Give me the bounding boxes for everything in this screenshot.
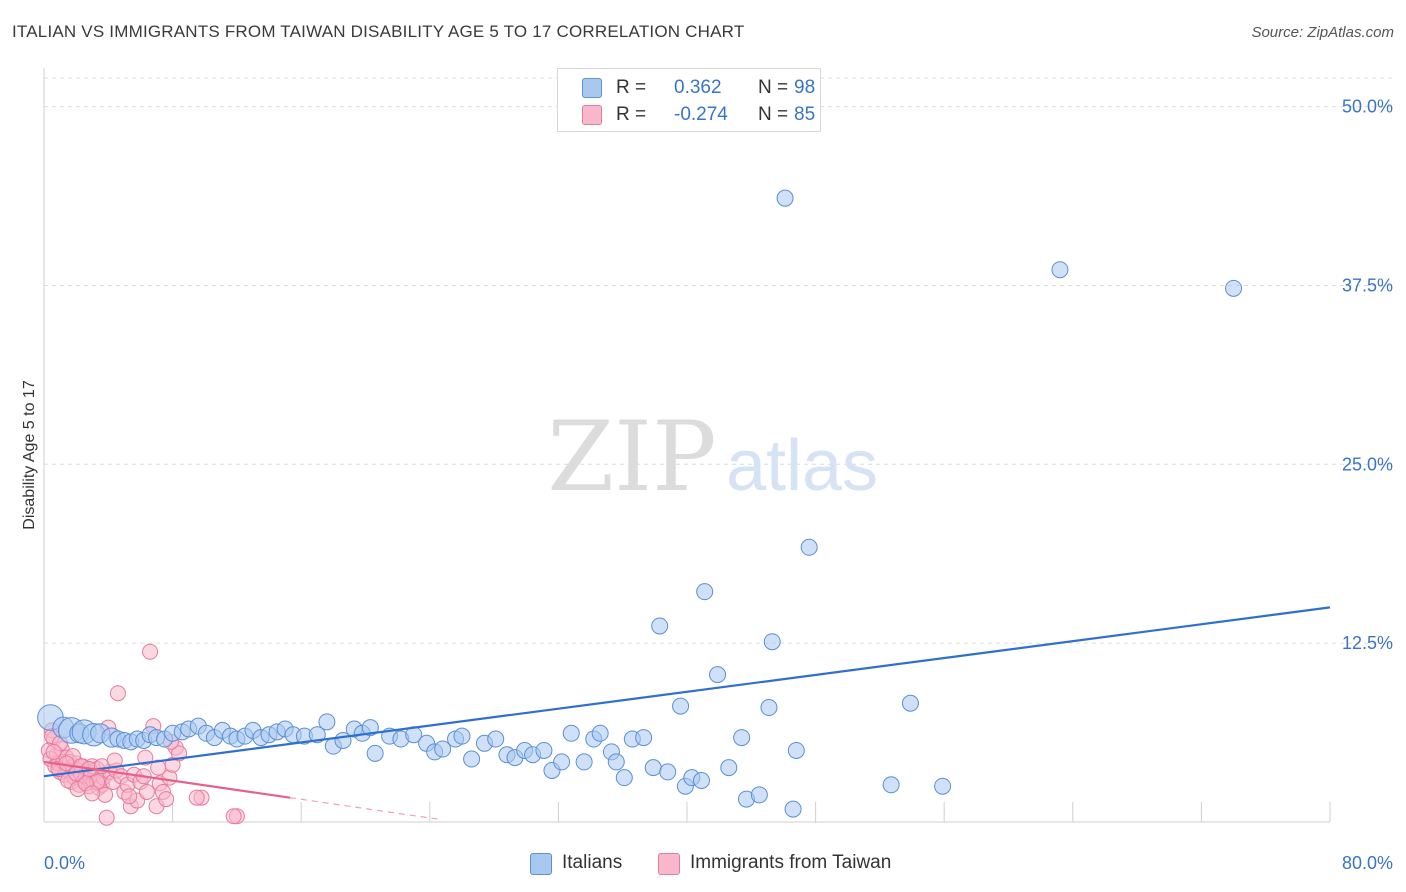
italians-swatch xyxy=(582,78,602,98)
italian-point xyxy=(361,719,379,737)
n-label: N = xyxy=(758,77,789,98)
italian-point xyxy=(562,724,580,742)
tick-labels: 12.5% 25.0% 37.5% 50.0% 0.0% 80.0% xyxy=(44,97,1393,873)
taiwan-point xyxy=(45,743,62,760)
italian-point xyxy=(672,697,690,715)
italian-point xyxy=(644,759,662,777)
taiwan-point xyxy=(142,643,159,660)
watermark-atlas: atlas xyxy=(726,426,878,506)
italian-points xyxy=(37,189,1243,818)
italians-trend-line xyxy=(43,606,1331,778)
italian-point xyxy=(453,727,471,745)
italian-point xyxy=(882,776,900,794)
taiwan-trend-line xyxy=(289,797,438,820)
correlation-legend: R = 0.362 N = 98 R = -0.274 N = 85 xyxy=(557,68,821,132)
x-tick-label: 80.0% xyxy=(1342,853,1393,873)
italian-point xyxy=(692,772,710,790)
italian-point xyxy=(720,759,738,777)
italian-point xyxy=(696,583,714,601)
r-label: R = xyxy=(616,104,647,125)
italian-point xyxy=(784,800,802,818)
italian-point xyxy=(553,753,571,771)
taiwan-point xyxy=(158,791,175,808)
taiwan-point xyxy=(225,808,242,825)
italian-point xyxy=(1051,261,1069,279)
taiwan-legend-swatch xyxy=(658,853,680,875)
taiwan-point xyxy=(98,809,115,826)
italian-point xyxy=(635,729,653,747)
n-label: N = xyxy=(758,104,789,125)
taiwan-point xyxy=(138,783,155,800)
grid-layer xyxy=(44,77,1392,644)
y-tick-label: 12.5% xyxy=(1342,633,1393,653)
y-axis-label: Disability Age 5 to 17 xyxy=(21,380,38,530)
italian-point xyxy=(787,741,805,759)
italian-point xyxy=(487,730,505,748)
r-label: R = xyxy=(616,77,647,98)
italian-point xyxy=(651,617,669,635)
trend-lines xyxy=(43,606,1331,820)
italian-point xyxy=(800,538,818,556)
italian-point xyxy=(1225,279,1243,297)
italian-point xyxy=(750,786,768,804)
italian-point xyxy=(934,777,952,795)
axis-layer xyxy=(43,68,1331,823)
r-value: 0.362 xyxy=(674,77,722,98)
y-tick-label: 25.0% xyxy=(1342,454,1393,474)
taiwan-point xyxy=(188,789,205,806)
chart-title: ITALIAN VS IMMIGRANTS FROM TAIWAN DISABI… xyxy=(12,22,745,41)
r-value: -0.274 xyxy=(674,104,728,125)
italian-point xyxy=(659,763,677,781)
italian-point xyxy=(318,713,336,731)
y-tick-label: 37.5% xyxy=(1342,275,1393,295)
italian-point xyxy=(366,744,384,762)
taiwan-point xyxy=(109,685,126,702)
italian-point xyxy=(607,753,625,771)
source-label: Source: ZipAtlas.com xyxy=(1251,24,1394,41)
italian-point xyxy=(901,694,919,712)
watermark-zip: ZIP xyxy=(547,401,716,513)
n-value: 98 xyxy=(794,77,816,98)
taiwan-point xyxy=(84,785,101,802)
italian-point xyxy=(535,741,553,759)
italians-legend-label: Italians xyxy=(562,852,623,873)
italian-point xyxy=(434,740,452,758)
taiwan-point xyxy=(121,788,138,805)
italians-legend-swatch xyxy=(530,853,552,875)
italian-point xyxy=(575,753,593,771)
italian-point xyxy=(760,699,778,717)
n-value: 85 xyxy=(794,104,816,125)
italian-point xyxy=(463,750,481,768)
x-tick-label: 0.0% xyxy=(44,853,85,873)
italian-point xyxy=(591,724,609,742)
taiwan-trend-line xyxy=(43,760,291,799)
taiwan-legend-label: Immigrants from Taiwan xyxy=(690,852,892,873)
italian-point xyxy=(615,769,633,787)
italian-point xyxy=(763,633,781,651)
taiwan-swatch xyxy=(582,105,602,125)
italian-point xyxy=(776,189,794,207)
watermark: ZIP atlas xyxy=(547,401,878,513)
y-tick-label: 50.0% xyxy=(1342,97,1393,117)
italian-point xyxy=(709,666,727,684)
italian-point xyxy=(733,729,751,747)
